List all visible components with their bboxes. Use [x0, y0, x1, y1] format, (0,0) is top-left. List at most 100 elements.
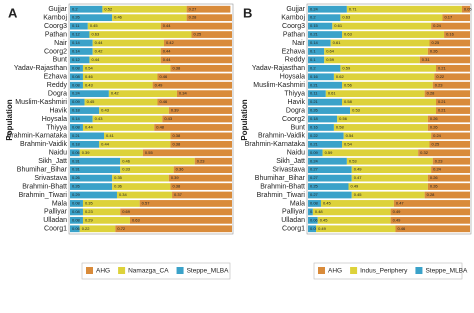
value-label: 0.16: [310, 125, 319, 130]
bar-segment: [308, 208, 313, 216]
category-label: Srivastava: [34, 175, 67, 182]
bar-segment: [70, 166, 121, 174]
value-label: 0.36: [176, 167, 185, 172]
value-label: 0.21: [438, 65, 447, 70]
bar-segment: [351, 166, 432, 174]
category-label: Ulladan: [43, 217, 67, 224]
bar-segment: [152, 81, 232, 89]
value-label: 0.12: [72, 32, 81, 37]
bar-segment: [112, 14, 187, 22]
bar-segment: [157, 73, 232, 81]
category-label: Yadav-Rajasthan: [252, 65, 305, 72]
legend-swatch: [318, 267, 325, 274]
value-label: 0.49: [155, 82, 164, 87]
bar-segment: [308, 132, 344, 140]
bar-segment: [418, 149, 470, 157]
value-label: 0.54: [344, 141, 353, 146]
bar-segment: [431, 132, 470, 140]
bar-segment: [160, 22, 232, 30]
bar-segment: [390, 208, 470, 216]
category-label: Coorg3: [44, 23, 67, 30]
bar-segment: [434, 73, 470, 81]
bar-segment: [317, 216, 391, 224]
value-label: 0.45: [87, 99, 96, 104]
category-label: Dogra: [286, 107, 305, 114]
bar-segment: [350, 107, 436, 114]
value-label: 0.09: [72, 99, 81, 104]
category-label: Mala: [290, 200, 305, 207]
category-label: Gujjar: [48, 6, 67, 13]
bar-segment: [308, 73, 334, 81]
value-label: 0.08: [72, 125, 81, 130]
bar-segment: [346, 157, 433, 165]
value-label: 0.44: [163, 23, 172, 28]
value-label: 0.12: [72, 57, 81, 62]
bar-segment: [194, 157, 232, 165]
category-label: Brahmin_Tiwari: [19, 192, 68, 199]
value-label: 0.21: [72, 133, 81, 138]
value-label: 0.29: [72, 192, 81, 197]
bar-segment: [139, 200, 232, 207]
bar-segment: [70, 90, 109, 98]
bar-segment: [435, 64, 470, 72]
bar-segment: [348, 183, 428, 190]
bar-segment: [108, 90, 177, 98]
bar-segment: [342, 81, 433, 89]
category-label: Thiyya: [284, 91, 305, 98]
bar-segment: [70, 73, 83, 81]
panel-label: B: [243, 5, 252, 20]
bar-segment: [70, 225, 80, 233]
category-label: Brahmin-Bhatt: [22, 183, 67, 190]
value-label: 0.08: [72, 74, 81, 79]
bar-segment: [312, 208, 391, 216]
bar-segment: [431, 166, 470, 174]
value-label: 0.26: [430, 49, 439, 54]
value-label: 0.46: [85, 74, 94, 79]
plot-frame: [68, 3, 234, 235]
category-label: Srivastava: [272, 167, 305, 174]
bar-segment: [395, 225, 470, 233]
category-label: Brahmin-Bhatt: [260, 183, 305, 190]
category-label: Havik: [49, 107, 67, 114]
value-label: 0.1: [310, 49, 316, 54]
bar-segment: [308, 183, 349, 190]
value-label: 0.23: [435, 158, 444, 163]
bar-segment: [308, 225, 317, 233]
legend-frame: [313, 262, 463, 280]
bar-segment: [325, 90, 425, 98]
value-label: 0.49: [318, 226, 327, 231]
category-label: Coorg1: [44, 226, 67, 233]
bar-segment: [92, 39, 164, 47]
value-label: 0.48: [315, 209, 324, 214]
bar-segment: [170, 183, 232, 190]
value-label: 0.28: [189, 15, 198, 20]
value-label: 0.22: [310, 133, 319, 138]
category-label: Havik: [287, 99, 305, 106]
y-axis-title: Population: [5, 99, 14, 140]
category-label: Nair: [54, 40, 68, 47]
y-axis-title: Population: [240, 99, 249, 140]
bar-segment: [160, 48, 232, 55]
bar-segment: [70, 5, 103, 13]
bar-segment: [168, 174, 232, 182]
bar-segment: [112, 183, 171, 190]
value-label: 0.45: [323, 201, 332, 206]
value-label: 0.27: [189, 6, 198, 11]
bar-segment: [82, 124, 155, 131]
bar-segment: [82, 200, 140, 207]
bar-segment: [104, 132, 171, 140]
legend-label: Namazga_CA: [128, 268, 169, 275]
value-label: 0.08: [72, 217, 81, 222]
value-label: 0.11: [310, 91, 318, 96]
category-label: Coorg2: [44, 48, 67, 55]
category-label: Pathan: [45, 31, 67, 38]
value-label: 0.24: [433, 133, 442, 138]
legend-swatch: [118, 267, 126, 274]
legend-frame: [81, 262, 231, 280]
bar-segment: [308, 200, 321, 207]
bar-segment: [461, 5, 470, 13]
legend-label: Steppe_MLBA: [187, 268, 230, 275]
bar-segment: [92, 48, 161, 55]
value-label: 0.46: [397, 226, 406, 231]
value-label: 0.24: [310, 6, 319, 11]
